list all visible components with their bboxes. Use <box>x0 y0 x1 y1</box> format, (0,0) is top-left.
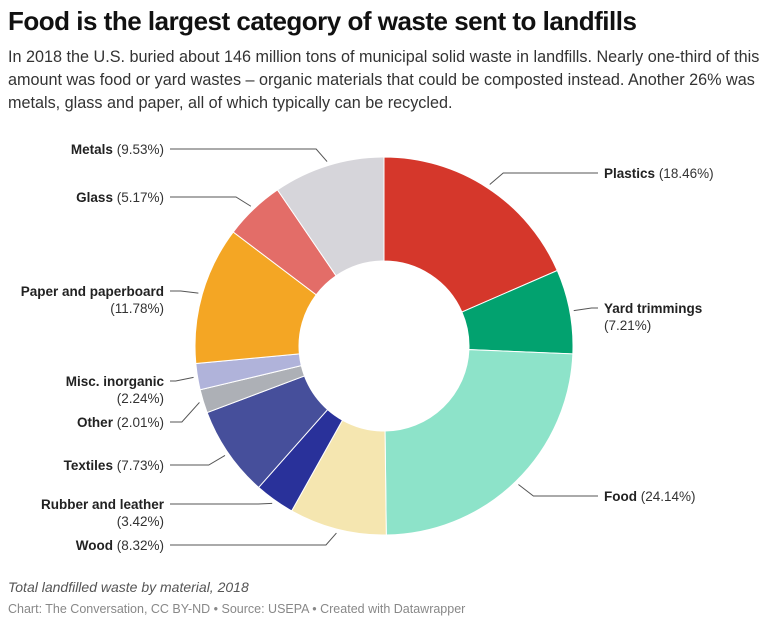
label-wood: Wood (8.32%) <box>75 538 164 553</box>
slice-food <box>384 349 574 536</box>
leader-line <box>170 502 273 505</box>
label-yard-trimmings: Yard trimmings (7.21%) <box>604 301 703 333</box>
label-glass: Glass (5.17%) <box>76 190 164 205</box>
leader-line <box>518 484 598 497</box>
leader-line <box>170 402 200 423</box>
chart-title: Food is the largest category of waste se… <box>8 6 637 36</box>
label-paper-and-paperboard: Paper and paperboard (11.78%) <box>20 284 164 316</box>
label-rubber-and-leather: Rubber and leather (3.42%) <box>40 497 164 529</box>
slice-plastics <box>383 156 558 313</box>
leader-line <box>170 148 328 162</box>
leader-line <box>170 454 226 466</box>
leader-line <box>170 290 199 294</box>
slice-metals <box>276 156 385 277</box>
label-plastics: Plastics (18.46%) <box>604 166 714 181</box>
leader-line <box>489 172 598 185</box>
leader-line <box>573 307 598 312</box>
label-metals: Metals (9.53%) <box>70 142 164 157</box>
chart-notes: Total landfilled waste by material, 2018 <box>8 579 249 595</box>
leader-line <box>170 376 194 382</box>
label-other: Other (2.01%) <box>76 415 164 430</box>
leader-line <box>170 532 337 546</box>
label-misc-inorganic: Misc. inorganic (2.24%) <box>65 374 164 406</box>
label-food: Food (24.14%) <box>604 489 696 504</box>
chart-byline: Chart: The Conversation, CC BY-ND • Sour… <box>8 602 466 616</box>
leader-line <box>170 196 252 207</box>
label-textiles: Textiles (7.73%) <box>63 458 164 473</box>
chart-description: In 2018 the U.S. buried about 146 millio… <box>8 48 760 112</box>
